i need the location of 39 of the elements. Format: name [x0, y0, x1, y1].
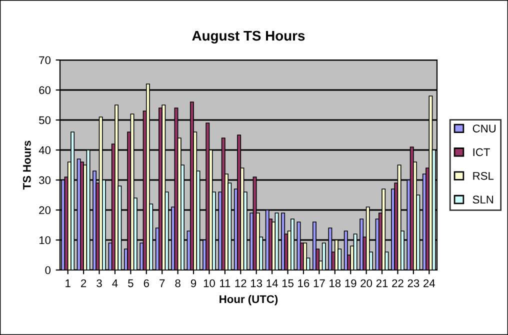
y-tick-label: 10 [39, 236, 51, 244]
legend-label: CNU [472, 124, 496, 132]
x-tick-label: 3 [96, 279, 102, 288]
x-tick-label: 9 [190, 279, 196, 288]
chart-title: August TS Hours [192, 30, 305, 44]
x-tick-label: 2 [81, 279, 86, 288]
x-tick-label: 6 [144, 279, 149, 288]
y-tick-label: 60 [39, 86, 51, 94]
legend-label: SLN [472, 196, 494, 204]
x-axis-title: Hour (UTC) [220, 294, 278, 306]
y-tick-label: 20 [39, 206, 51, 214]
x-tick-label: 15 [282, 279, 294, 288]
x-tick-label: 24 [424, 279, 435, 288]
x-tick-label: 22 [392, 279, 404, 288]
x-tick-label: 1 [66, 279, 70, 288]
x-tick-label: 5 [128, 279, 134, 288]
legend-label: RSL [473, 172, 494, 180]
x-tick-label: 4 [112, 279, 118, 288]
x-tick-label: 11 [220, 279, 230, 288]
x-tick-label: 18 [330, 279, 341, 288]
y-tick-label: 30 [39, 176, 51, 184]
y-axis-title: TS Hours [22, 140, 31, 190]
x-tick-label: 7 [160, 279, 165, 288]
x-tick-label: 21 [376, 279, 388, 288]
y-tick-label: 50 [39, 116, 51, 124]
x-tick-label: 12 [235, 279, 246, 288]
x-tick-label: 10 [204, 279, 215, 288]
x-tick-label: 14 [266, 279, 278, 288]
x-tick-label: 8 [175, 279, 180, 288]
y-tick-label: 40 [38, 146, 51, 154]
y-tick-label: 0 [45, 266, 51, 274]
x-tick-label: 23 [408, 279, 420, 288]
x-tick-label: 20 [360, 279, 372, 288]
x-tick-label: 13 [251, 279, 262, 288]
y-tick-label: 70 [39, 56, 51, 64]
x-tick-label: 19 [345, 279, 356, 288]
x-tick-label: 17 [314, 279, 325, 288]
legend-label: ICT [473, 148, 490, 156]
x-tick-label: 16 [298, 279, 310, 288]
